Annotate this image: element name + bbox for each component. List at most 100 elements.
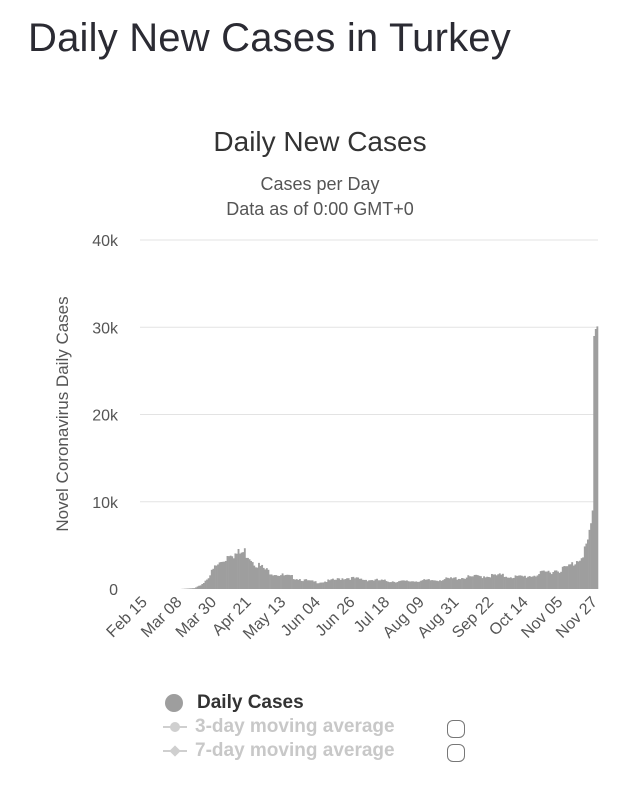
bar[interactable] [517, 575, 520, 589]
bar[interactable] [399, 580, 402, 589]
bar[interactable] [338, 578, 341, 589]
bar[interactable] [462, 578, 465, 589]
bar[interactable] [547, 570, 550, 589]
bar[interactable] [500, 574, 503, 589]
bar[interactable] [379, 580, 382, 589]
bar[interactable] [309, 580, 312, 589]
bar[interactable] [261, 564, 264, 589]
bar[interactable] [413, 581, 416, 589]
legend-item-3day-average[interactable]: 3-day moving average [163, 716, 395, 738]
bar[interactable] [490, 573, 493, 589]
bar[interactable] [239, 553, 242, 589]
bar[interactable] [481, 578, 484, 589]
bar[interactable] [580, 558, 583, 589]
bar[interactable] [361, 579, 364, 589]
bar[interactable] [561, 566, 564, 589]
bar[interactable] [439, 580, 441, 589]
bar[interactable] [550, 574, 553, 589]
bar[interactable] [437, 581, 440, 589]
bar[interactable] [250, 560, 253, 589]
bar[interactable] [284, 574, 287, 589]
bar[interactable] [572, 565, 575, 589]
bar[interactable] [190, 588, 193, 589]
bar[interactable] [544, 571, 547, 589]
bar[interactable] [473, 574, 476, 589]
bar[interactable] [446, 577, 449, 589]
bar[interactable] [451, 578, 454, 589]
bar[interactable] [484, 577, 487, 589]
bar[interactable] [409, 581, 411, 589]
bar[interactable] [377, 580, 380, 589]
bar[interactable] [281, 573, 284, 589]
bar[interactable] [509, 577, 512, 589]
legend-item-7day-average[interactable]: 7-day moving average [163, 740, 395, 762]
bar[interactable] [583, 546, 586, 589]
bar[interactable] [396, 582, 399, 589]
bar[interactable] [388, 582, 391, 589]
bar[interactable] [579, 560, 581, 589]
bar[interactable] [513, 577, 515, 589]
bar[interactable] [566, 566, 569, 589]
bar[interactable] [448, 578, 451, 589]
bar[interactable] [213, 565, 216, 589]
bar[interactable] [297, 579, 300, 589]
bar[interactable] [442, 580, 445, 589]
bar[interactable] [434, 580, 437, 589]
bar[interactable] [289, 575, 292, 589]
bar[interactable] [497, 574, 500, 589]
bar[interactable] [487, 577, 490, 589]
bar[interactable] [467, 575, 470, 589]
bar[interactable] [586, 539, 589, 589]
bar[interactable] [212, 568, 215, 589]
bar[interactable] [283, 575, 286, 589]
bar[interactable] [568, 564, 570, 589]
bar[interactable] [269, 574, 271, 589]
bar[interactable] [546, 571, 548, 589]
bar[interactable] [224, 560, 227, 589]
bar[interactable] [360, 578, 363, 589]
bar[interactable] [549, 572, 552, 589]
bar[interactable] [555, 570, 558, 589]
bar[interactable] [596, 326, 599, 589]
bar[interactable] [254, 567, 257, 589]
bar[interactable] [418, 581, 421, 589]
bar[interactable] [369, 580, 372, 589]
bar[interactable] [435, 580, 438, 589]
bar[interactable] [465, 577, 468, 589]
bar[interactable] [492, 574, 495, 589]
bar[interactable] [248, 559, 251, 589]
bar[interactable] [196, 586, 199, 589]
bar[interactable] [385, 581, 388, 589]
bar[interactable] [349, 579, 352, 589]
bar[interactable] [415, 581, 418, 589]
bar[interactable] [347, 578, 350, 589]
bar[interactable] [265, 568, 268, 589]
bar[interactable] [242, 552, 245, 589]
bar[interactable] [479, 576, 482, 589]
bar[interactable] [464, 578, 467, 589]
bar[interactable] [533, 575, 536, 589]
bar[interactable] [505, 576, 508, 589]
bar[interactable] [234, 553, 237, 589]
bar[interactable] [204, 580, 207, 589]
bar[interactable] [286, 574, 289, 589]
bar[interactable] [228, 556, 231, 589]
toggle-3day-checkbox[interactable] [447, 720, 465, 738]
bar[interactable] [344, 579, 347, 589]
bar[interactable] [516, 576, 519, 589]
bar[interactable] [291, 575, 293, 589]
bar[interactable] [538, 574, 541, 589]
bar[interactable] [210, 569, 213, 589]
bar[interactable] [275, 575, 278, 589]
bar[interactable] [440, 580, 443, 589]
bar[interactable] [470, 576, 473, 589]
bar[interactable] [506, 577, 509, 589]
bar[interactable] [398, 581, 400, 589]
bar[interactable] [574, 564, 577, 589]
bar[interactable] [300, 580, 303, 589]
bar[interactable] [333, 579, 336, 589]
bar[interactable] [380, 579, 383, 589]
bar[interactable] [336, 578, 339, 589]
bar[interactable] [585, 543, 588, 589]
bar[interactable] [280, 575, 282, 589]
